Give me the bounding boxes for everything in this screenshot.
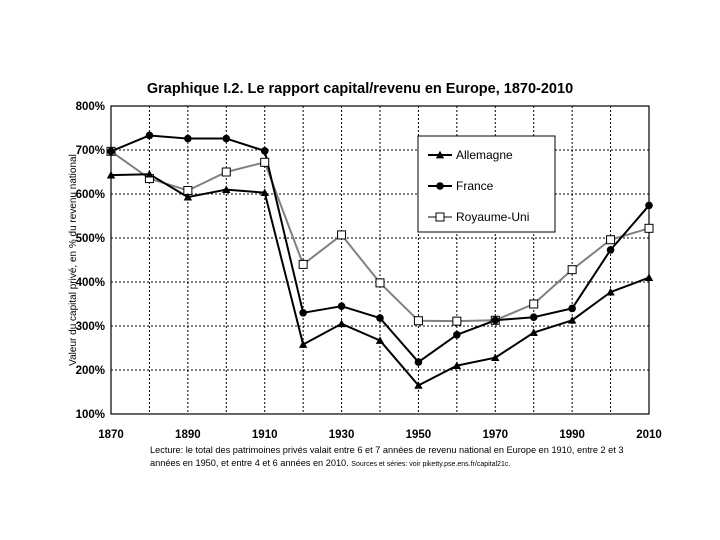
legend-label: France <box>456 179 494 193</box>
data-point-circle <box>299 309 307 317</box>
data-point-circle <box>568 304 576 313</box>
data-point-square <box>221 167 231 177</box>
data-point-circle <box>436 182 444 190</box>
y-tick-label: 100% <box>76 409 105 421</box>
data-point-triangle <box>491 353 500 362</box>
y-tick-label: 200% <box>76 365 105 377</box>
data-point-triangle <box>435 150 445 159</box>
data-point-triangle <box>375 336 385 344</box>
data-point-circle <box>491 316 500 325</box>
legend-label: Allemagne <box>456 148 513 162</box>
data-point-circle <box>145 131 154 140</box>
data-point-square <box>435 212 445 222</box>
chart-caption: Lecture: le total des patrimoines privés… <box>150 444 630 471</box>
data-point-circle <box>376 314 384 322</box>
data-point-square <box>606 235 616 245</box>
data-point-square <box>644 223 654 233</box>
data-point-triangle <box>606 287 615 296</box>
data-point-square <box>567 265 577 275</box>
data-point-circle <box>260 147 269 155</box>
data-point-triangle <box>452 361 462 369</box>
data-point-triangle <box>414 381 423 389</box>
chart-title: Graphique I.2. Le rapport capital/revenu… <box>147 81 573 97</box>
data-point-triangle <box>183 192 193 201</box>
x-tick-label: 1870 <box>98 429 124 441</box>
data-point-triangle <box>337 319 346 328</box>
data-point-square <box>260 157 270 167</box>
x-tick-label: 1970 <box>482 429 508 441</box>
plot-frame <box>110 105 650 415</box>
series-line-france <box>110 134 650 364</box>
y-tick-label: 500% <box>76 233 105 245</box>
data-point-circle <box>606 246 615 254</box>
data-point-triangle <box>298 340 308 348</box>
data-point-circle <box>184 134 192 143</box>
data-point-triangle <box>106 170 116 179</box>
legend-label: Royaume-Uni <box>456 210 529 224</box>
caption-sources: Sources et séries: voir piketty.pse.ens.… <box>351 461 511 468</box>
data-point-square <box>413 316 423 326</box>
x-tick-label: 1930 <box>329 429 355 441</box>
x-tick-label: 2010 <box>636 429 662 441</box>
data-point-square <box>375 278 385 288</box>
y-tick-label: 400% <box>76 277 105 289</box>
data-point-circle <box>222 134 231 143</box>
y-tick-label: 700% <box>76 145 105 157</box>
data-point-circle <box>414 358 423 366</box>
data-point-circle <box>453 331 461 339</box>
data-point-circle <box>529 313 538 322</box>
data-point-square <box>529 299 539 309</box>
data-point-circle <box>107 147 115 156</box>
data-point-triangle <box>222 185 231 193</box>
y-axis-label: Valeur du capital privé, en % du revenu … <box>68 154 79 366</box>
data-point-square <box>337 230 347 240</box>
x-tick-label: 1990 <box>559 429 585 441</box>
x-tick-label: 1910 <box>252 429 278 441</box>
x-tick-label: 1890 <box>175 429 201 441</box>
data-point-square <box>452 316 462 326</box>
data-point-circle <box>645 201 653 210</box>
caption-text: Lecture: le total des patrimoines privés… <box>150 445 624 468</box>
data-point-triangle <box>260 188 269 197</box>
data-point-triangle <box>145 170 154 178</box>
y-tick-label: 300% <box>76 321 105 333</box>
data-point-triangle <box>644 273 654 281</box>
data-point-square <box>298 259 308 269</box>
y-tick-label: 800% <box>76 101 105 113</box>
y-tick-label: 600% <box>76 189 105 201</box>
data-point-triangle <box>567 316 577 324</box>
data-point-circle <box>337 302 346 311</box>
x-tick-label: 1950 <box>406 429 432 441</box>
data-point-triangle <box>529 328 538 336</box>
